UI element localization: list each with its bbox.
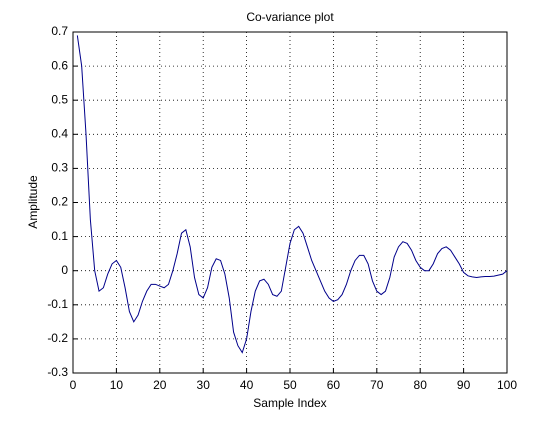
x-tick-label: 20 <box>153 378 167 392</box>
y-tick-label: 0.5 <box>51 92 68 106</box>
x-tick-label: 40 <box>240 378 254 392</box>
x-tick-label: 60 <box>327 378 341 392</box>
y-tick-label: -0.3 <box>47 365 68 379</box>
x-tick-label: 100 <box>497 378 517 392</box>
x-tick-label: 80 <box>414 378 428 392</box>
x-tick-label: 90 <box>457 378 471 392</box>
y-tick-label: 0.4 <box>51 126 68 140</box>
x-tick-label: 50 <box>283 378 297 392</box>
y-tick-label: 0.7 <box>51 24 68 38</box>
y-tick-label: 0.6 <box>51 58 68 72</box>
y-tick-label: -0.2 <box>47 331 68 345</box>
chart-title: Co-variance plot <box>246 10 334 24</box>
y-tick-label: 0 <box>61 263 68 277</box>
x-axis-label: Sample Index <box>253 396 326 410</box>
x-tick-label: 70 <box>370 378 384 392</box>
y-tick-label: 0.2 <box>51 195 68 209</box>
data-line <box>76 35 508 354</box>
y-tick-label: 0.1 <box>51 229 68 243</box>
y-tick-label: 0.3 <box>51 161 68 175</box>
x-tick-label: 30 <box>197 378 211 392</box>
x-tick-label: 10 <box>110 378 124 392</box>
y-tick-label: -0.1 <box>47 297 68 311</box>
x-tick-label: 0 <box>70 378 77 392</box>
y-axis-label: Amplitude <box>26 175 40 229</box>
